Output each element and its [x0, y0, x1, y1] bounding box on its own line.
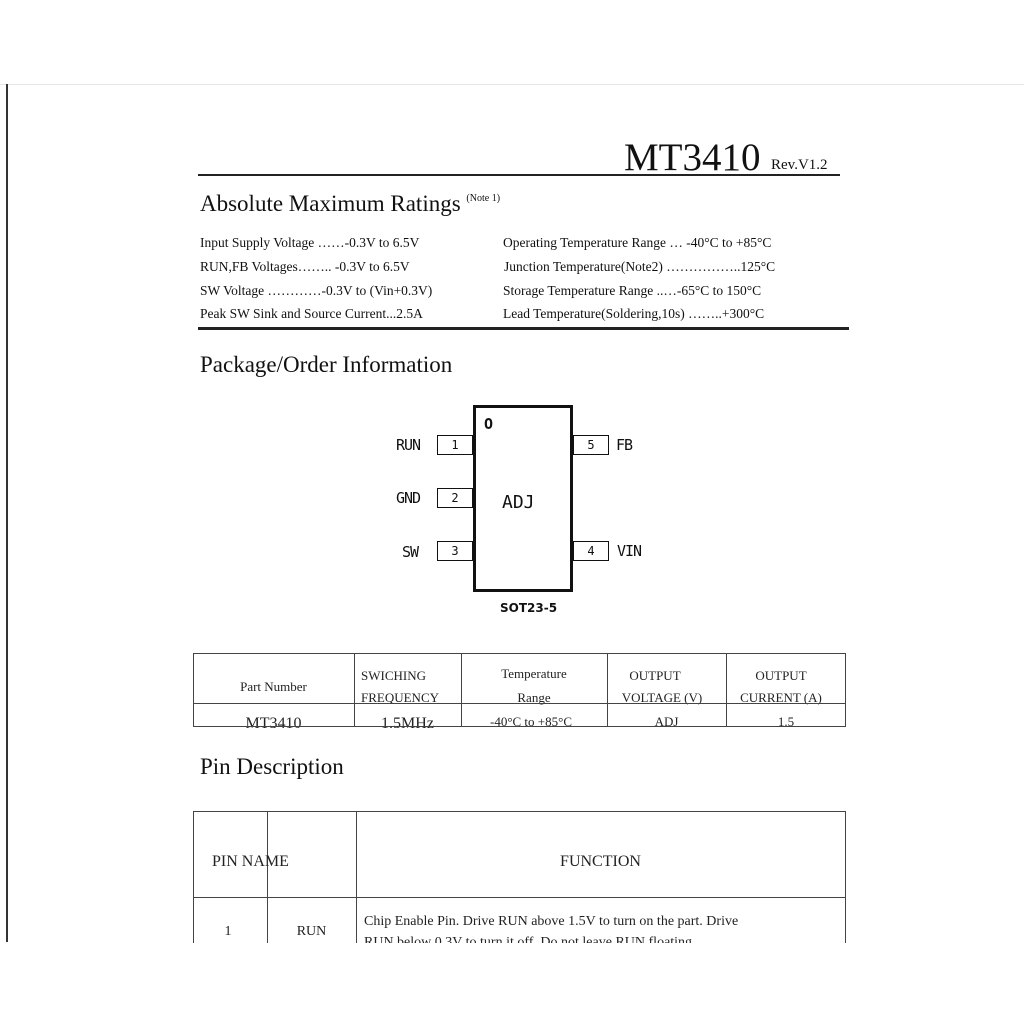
- document-title: MT3410: [624, 136, 761, 179]
- order-table-border: [461, 653, 462, 727]
- pin-table-border: [267, 811, 268, 943]
- page-left-border: [6, 84, 8, 942]
- order-header-temp-1: Temperature: [501, 666, 567, 681]
- chip-body: [473, 405, 573, 592]
- rating-right-1: Operating Temperature Range … -40°C to +…: [503, 235, 772, 250]
- ratings-title: Absolute Maximum Ratings: [200, 191, 461, 216]
- order-table-border: [193, 653, 846, 654]
- order-header-voltage-1: OUTPUT: [629, 668, 681, 683]
- rating-left-4: Peak SW Sink and Source Current...2.5A: [200, 306, 423, 321]
- order-table-border: [193, 726, 846, 727]
- pin-row-name: RUN: [296, 924, 327, 939]
- header-rule: [198, 174, 840, 176]
- rating-right-2: Junction Temperature(Note2) ……………..125°C: [504, 259, 776, 274]
- order-header-temp-2: Range: [517, 690, 551, 705]
- pin-table-border: [356, 811, 357, 943]
- order-cell-frequency: 1.5MHz: [381, 715, 434, 732]
- package-name: SOT23-5: [500, 601, 558, 615]
- pin-label-vin: VIN: [617, 542, 642, 560]
- pin-5: 5: [573, 435, 609, 455]
- order-table-border: [845, 653, 846, 727]
- ratings-rule: [198, 327, 849, 330]
- rating-left-1: Input Supply Voltage ……-0.3V to 6.5V: [200, 235, 420, 250]
- rating-right-4: Lead Temperature(Soldering,10s) ……..+300…: [503, 306, 765, 321]
- pin-label-gnd: GND: [396, 489, 421, 507]
- pin-label-fb: FB: [616, 436, 633, 454]
- order-cell-voltage: ADJ: [654, 714, 679, 729]
- order-cell-part: MT3410: [245, 715, 302, 732]
- pin-description-heading: Pin Description: [200, 754, 344, 779]
- pin-table-border: [193, 811, 194, 943]
- order-table-border: [354, 653, 355, 727]
- rating-left-3: SW Voltage …………-0.3V to (Vin+0.3V): [200, 283, 433, 298]
- pin-row-function-line1: Chip Enable Pin. Drive RUN above 1.5V to…: [364, 914, 739, 929]
- pin-label-run: RUN: [396, 436, 421, 454]
- pin-4: 4: [573, 541, 609, 561]
- package-heading: Package/Order Information: [200, 352, 453, 377]
- document-page: MT3410 Rev.V1.2 Absolute Maximum Ratings…: [0, 84, 1024, 943]
- ratings-note: (Note 1): [466, 193, 501, 204]
- pin-header-function: FUNCTION: [560, 853, 641, 870]
- order-table-border: [726, 653, 727, 727]
- rating-left-2: RUN,FB Voltages…….. -0.3V to 6.5V: [200, 259, 410, 274]
- order-table-border: [193, 653, 194, 727]
- pin-table-border: [193, 897, 846, 898]
- pin1-marker: O: [484, 415, 494, 433]
- pin-label-sw: SW: [402, 543, 419, 561]
- pin-table-border: [845, 811, 846, 943]
- revision-label: Rev.V1.2: [771, 157, 828, 173]
- pin-1: 1: [437, 435, 473, 455]
- order-header-frequency-2: FREQUENCY: [361, 690, 440, 705]
- pin-header-name: PIN NAME: [212, 853, 289, 870]
- order-header-current-1: OUTPUT: [755, 668, 807, 683]
- order-cell-temp: -40°C to +85°C: [489, 714, 572, 729]
- pin-2: 2: [437, 488, 473, 508]
- order-header-current-2: CURRENT (A): [740, 690, 822, 705]
- pin-3: 3: [437, 541, 473, 561]
- order-table-border: [193, 703, 846, 704]
- ratings-heading: Absolute Maximum Ratings (Note 1): [200, 191, 500, 217]
- order-cell-current: 1.5: [777, 714, 795, 729]
- pin-row-function-line2: RUN below 0.3V to turn it off. Do not le…: [364, 935, 696, 943]
- pin-row-number: 1: [224, 924, 232, 939]
- pin-table-border: [193, 811, 846, 812]
- rating-right-3: Storage Temperature Range ..…-65°C to 15…: [503, 283, 762, 298]
- order-header-part-number: Part Number: [240, 679, 307, 694]
- chip-label: ADJ: [502, 492, 535, 513]
- order-header-voltage-2: VOLTAGE (V): [621, 690, 703, 705]
- order-header-frequency-1: SWICHING: [361, 668, 426, 683]
- order-table-border: [607, 653, 608, 727]
